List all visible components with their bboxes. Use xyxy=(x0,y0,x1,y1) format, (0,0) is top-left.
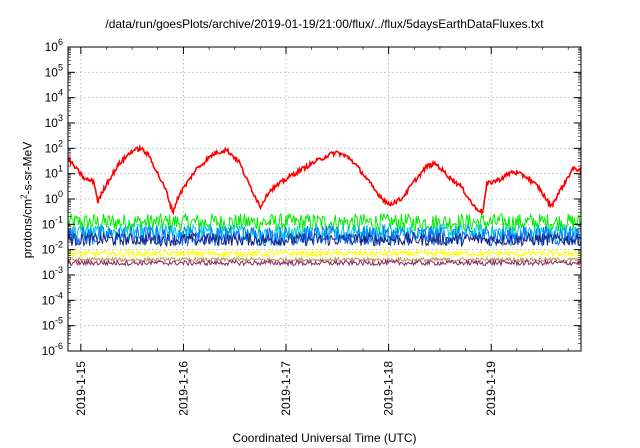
y-tick-label: 100 xyxy=(45,189,63,206)
x-tick-label: 2019-1-15 xyxy=(74,361,88,416)
y-tick-label: 105 xyxy=(45,62,63,79)
x-tick-label: 2019-1-19 xyxy=(484,361,498,416)
grid-lines xyxy=(68,47,581,351)
y-tick-label: 106 xyxy=(45,37,63,54)
x-axis-label: Coordinated Universal Time (UTC) xyxy=(232,431,417,445)
y-tick-label: 102 xyxy=(45,138,63,155)
series-line xyxy=(67,231,582,248)
y-tick-label: 10-3 xyxy=(42,265,63,282)
y-tick-label: 10-2 xyxy=(42,240,63,257)
series-line xyxy=(67,224,582,247)
x-tick-label: 2019-1-17 xyxy=(279,361,293,416)
x-tick-label: 2019-1-16 xyxy=(176,361,190,416)
y-tick-label: 103 xyxy=(45,113,63,130)
series-line xyxy=(67,258,582,268)
y-tick-label: 10-5 xyxy=(42,316,63,333)
y-tick-label: 10-1 xyxy=(42,214,63,231)
axis-ticks: 106 105 104 103 102 101 100 10-1 10-2 10-3 10-4 10-… xyxy=(42,37,581,416)
series-line xyxy=(67,212,582,233)
series-line xyxy=(67,248,582,259)
y-tick-label: 10-4 xyxy=(42,290,63,307)
y-tick-label: 10-6 xyxy=(42,341,63,358)
y-tick-label: 104 xyxy=(45,88,63,105)
chart-title: /data/run/goesPlots/archive/2019-01-19/2… xyxy=(105,17,544,31)
series-layer xyxy=(67,143,582,268)
y-tick-label: 101 xyxy=(45,164,63,181)
x-tick-label: 2019-1-18 xyxy=(382,361,396,416)
series-line xyxy=(67,143,582,216)
